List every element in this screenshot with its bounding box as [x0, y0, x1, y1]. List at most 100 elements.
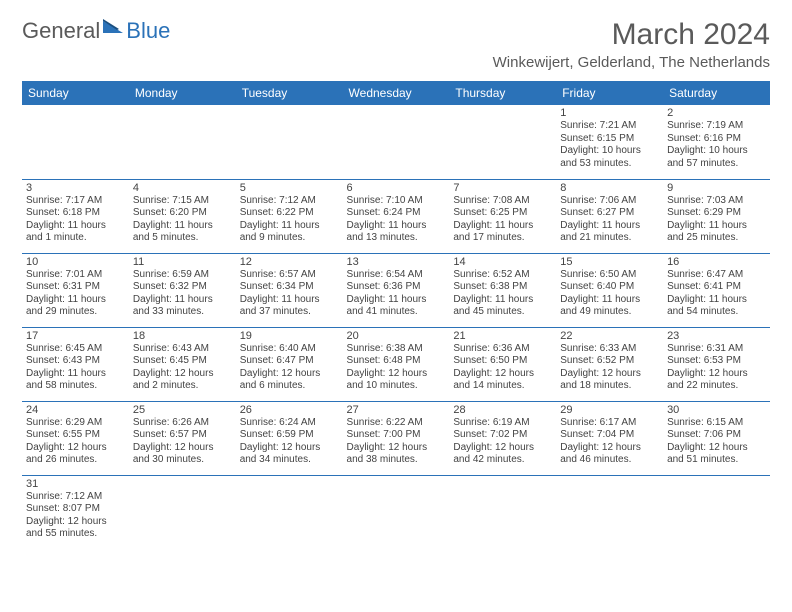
cell-daylight1: Daylight: 11 hours	[240, 220, 339, 233]
cell-sunrise: Sunrise: 6:17 AM	[560, 417, 659, 430]
day-number: 20	[347, 330, 446, 342]
title-block: March 2024 Winkewijert, Gelderland, The …	[493, 18, 770, 71]
calendar-cell	[663, 475, 770, 549]
day-number: 29	[560, 404, 659, 416]
cell-daylight1: Daylight: 11 hours	[347, 294, 446, 307]
cell-sunrise: Sunrise: 6:22 AM	[347, 417, 446, 430]
cell-sunset: Sunset: 6:48 PM	[347, 355, 446, 368]
cell-sunset: Sunset: 6:53 PM	[667, 355, 766, 368]
calendar-cell	[129, 475, 236, 549]
calendar-cell: 19Sunrise: 6:40 AMSunset: 6:47 PMDayligh…	[236, 327, 343, 401]
calendar-cell: 18Sunrise: 6:43 AMSunset: 6:45 PMDayligh…	[129, 327, 236, 401]
cell-daylight2: and 38 minutes.	[347, 454, 446, 467]
cell-daylight1: Daylight: 11 hours	[667, 294, 766, 307]
day-number: 17	[26, 330, 125, 342]
cell-sunrise: Sunrise: 6:33 AM	[560, 343, 659, 356]
day-number: 23	[667, 330, 766, 342]
day-number: 26	[240, 404, 339, 416]
flag-icon	[103, 19, 125, 40]
calendar-cell: 4Sunrise: 7:15 AMSunset: 6:20 PMDaylight…	[129, 179, 236, 253]
weekday-header-row: Sunday Monday Tuesday Wednesday Thursday…	[22, 81, 770, 105]
day-number: 11	[133, 256, 232, 268]
day-number: 3	[26, 182, 125, 194]
cell-sunset: Sunset: 6:27 PM	[560, 207, 659, 220]
cell-daylight1: Daylight: 12 hours	[347, 442, 446, 455]
cell-sunrise: Sunrise: 7:08 AM	[453, 195, 552, 208]
cell-sunset: Sunset: 6:15 PM	[560, 133, 659, 146]
cell-daylight2: and 55 minutes.	[26, 528, 125, 541]
calendar-cell	[449, 475, 556, 549]
weekday-header: Sunday	[22, 81, 129, 105]
cell-daylight1: Daylight: 12 hours	[240, 368, 339, 381]
cell-daylight2: and 21 minutes.	[560, 232, 659, 245]
cell-sunrise: Sunrise: 7:17 AM	[26, 195, 125, 208]
cell-sunset: Sunset: 6:34 PM	[240, 281, 339, 294]
weekday-header: Saturday	[663, 81, 770, 105]
cell-sunset: Sunset: 6:16 PM	[667, 133, 766, 146]
cell-sunset: Sunset: 6:38 PM	[453, 281, 552, 294]
cell-daylight1: Daylight: 12 hours	[667, 368, 766, 381]
day-number: 7	[453, 182, 552, 194]
cell-daylight1: Daylight: 11 hours	[133, 220, 232, 233]
cell-sunset: Sunset: 6:36 PM	[347, 281, 446, 294]
calendar-cell: 11Sunrise: 6:59 AMSunset: 6:32 PMDayligh…	[129, 253, 236, 327]
weekday-header: Thursday	[449, 81, 556, 105]
location-text: Winkewijert, Gelderland, The Netherlands	[493, 54, 770, 71]
cell-sunset: Sunset: 6:55 PM	[26, 429, 125, 442]
cell-sunset: Sunset: 6:43 PM	[26, 355, 125, 368]
calendar-week-row: 17Sunrise: 6:45 AMSunset: 6:43 PMDayligh…	[22, 327, 770, 401]
cell-sunset: Sunset: 7:00 PM	[347, 429, 446, 442]
cell-daylight1: Daylight: 11 hours	[560, 294, 659, 307]
cell-sunrise: Sunrise: 7:01 AM	[26, 269, 125, 282]
cell-daylight2: and 57 minutes.	[667, 158, 766, 171]
logo: General Blue	[22, 18, 170, 44]
cell-daylight1: Daylight: 11 hours	[347, 220, 446, 233]
cell-daylight1: Daylight: 12 hours	[453, 368, 552, 381]
calendar-cell: 14Sunrise: 6:52 AMSunset: 6:38 PMDayligh…	[449, 253, 556, 327]
cell-sunrise: Sunrise: 6:45 AM	[26, 343, 125, 356]
calendar-week-row: 10Sunrise: 7:01 AMSunset: 6:31 PMDayligh…	[22, 253, 770, 327]
calendar-week-row: 3Sunrise: 7:17 AMSunset: 6:18 PM Daylight…	[22, 179, 770, 253]
day-number: 18	[133, 330, 232, 342]
cell-sunset: Sunset: 7:02 PM	[453, 429, 552, 442]
calendar-cell: 7Sunrise: 7:08 AMSunset: 6:25 PMDaylight…	[449, 179, 556, 253]
calendar-cell: 20Sunrise: 6:38 AMSunset: 6:48 PMDayligh…	[343, 327, 450, 401]
calendar-body: 1Sunrise: 7:21 AMSunset: 6:15 PMDaylight…	[22, 105, 770, 549]
calendar-week-row: 1Sunrise: 7:21 AMSunset: 6:15 PMDaylight…	[22, 105, 770, 179]
cell-sunrise: Sunrise: 6:43 AM	[133, 343, 232, 356]
logo-text-general: General	[22, 18, 100, 44]
cell-daylight1: Daylight: 10 hours	[667, 145, 766, 158]
cell-daylight2: and 42 minutes.	[453, 454, 552, 467]
cell-sunset: Sunset: 6:25 PM	[453, 207, 552, 220]
calendar-cell: 25Sunrise: 6:26 AMSunset: 6:57 PMDayligh…	[129, 401, 236, 475]
cell-daylight2: and 29 minutes.	[26, 306, 125, 319]
day-number: 5	[240, 182, 339, 194]
cell-sunset: Sunset: 6:24 PM	[347, 207, 446, 220]
calendar-cell: 12Sunrise: 6:57 AMSunset: 6:34 PMDayligh…	[236, 253, 343, 327]
cell-daylight1: Daylight: 12 hours	[26, 516, 125, 529]
day-number: 19	[240, 330, 339, 342]
calendar-cell	[449, 105, 556, 179]
day-number: 1	[560, 107, 659, 119]
calendar-cell: 29Sunrise: 6:17 AMSunset: 7:04 PMDayligh…	[556, 401, 663, 475]
cell-daylight1: Daylight: 12 hours	[240, 442, 339, 455]
calendar-cell	[343, 105, 450, 179]
cell-sunset: Sunset: 6:40 PM	[560, 281, 659, 294]
calendar-cell: 10Sunrise: 7:01 AMSunset: 6:31 PMDayligh…	[22, 253, 129, 327]
day-number: 25	[133, 404, 232, 416]
cell-sunrise: Sunrise: 6:40 AM	[240, 343, 339, 356]
cell-daylight1: Daylight: 12 hours	[560, 368, 659, 381]
cell-sunrise: Sunrise: 6:24 AM	[240, 417, 339, 430]
day-number: 6	[347, 182, 446, 194]
cell-sunset: Sunset: 6:59 PM	[240, 429, 339, 442]
day-number: 15	[560, 256, 659, 268]
cell-sunset: Sunset: 6:50 PM	[453, 355, 552, 368]
header: General Blue March 2024 Winkewijert, Gel…	[22, 18, 770, 71]
cell-daylight2: and 37 minutes.	[240, 306, 339, 319]
cell-daylight1: Daylight: 11 hours	[26, 368, 125, 381]
cell-sunset: Sunset: 6:18 PM	[26, 207, 125, 220]
cell-sunset: Sunset: 6:32 PM	[133, 281, 232, 294]
calendar-cell	[22, 105, 129, 179]
cell-daylight1: Daylight: 12 hours	[133, 368, 232, 381]
calendar-cell: 8Sunrise: 7:06 AMSunset: 6:27 PMDaylight…	[556, 179, 663, 253]
